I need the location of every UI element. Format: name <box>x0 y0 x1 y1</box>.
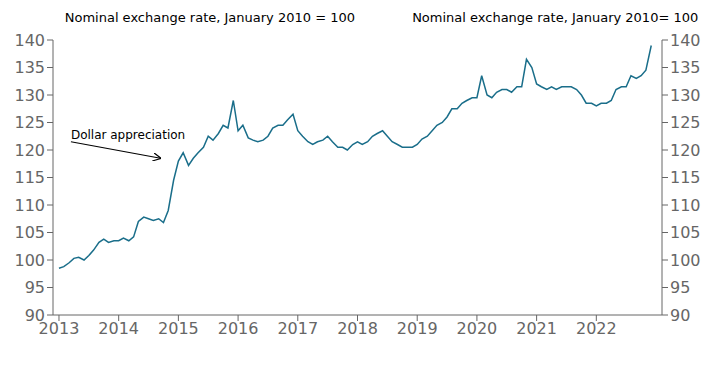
svg-text:100: 100 <box>14 251 45 270</box>
svg-text:115: 115 <box>14 168 45 187</box>
svg-text:115: 115 <box>670 168 701 187</box>
svg-text:90: 90 <box>670 306 690 325</box>
svg-text:105: 105 <box>670 223 701 242</box>
svg-text:120: 120 <box>670 141 701 160</box>
svg-text:110: 110 <box>14 196 45 215</box>
svg-text:2019: 2019 <box>397 319 438 338</box>
svg-text:2018: 2018 <box>337 319 378 338</box>
svg-text:105: 105 <box>14 223 45 242</box>
svg-text:135: 135 <box>670 58 701 77</box>
svg-text:135: 135 <box>14 58 45 77</box>
svg-text:130: 130 <box>670 86 701 105</box>
svg-text:125: 125 <box>14 113 45 132</box>
svg-text:2015: 2015 <box>158 319 199 338</box>
svg-text:90: 90 <box>25 306 45 325</box>
svg-text:Dollar appreciation: Dollar appreciation <box>71 128 185 142</box>
html-text:Nominal exchange rate, January: Nominal exchange rate, January 2010= 100 <box>412 10 699 25</box>
svg-text:2016: 2016 <box>218 319 259 338</box>
svg-text:95: 95 <box>670 278 690 297</box>
svg-text:125: 125 <box>670 113 701 132</box>
svg-text:2013: 2013 <box>38 319 80 339</box>
svg-text:2017: 2017 <box>277 319 318 338</box>
svg-text:2022: 2022 <box>576 319 617 338</box>
svg-text:2020: 2020 <box>457 319 498 338</box>
svg-text:120: 120 <box>14 141 45 160</box>
svg-text:2021: 2021 <box>516 319 557 338</box>
svg-text:2014: 2014 <box>98 319 139 338</box>
svg-text:110: 110 <box>670 196 701 215</box>
svg-text:140: 140 <box>14 31 45 50</box>
html-text:Nominal exchange rate, January: Nominal exchange rate, January 2010 = 10… <box>64 10 355 25</box>
svg-text:95: 95 <box>25 278 45 297</box>
svg-text:140: 140 <box>670 31 701 50</box>
svg-text:100: 100 <box>670 251 701 270</box>
svg-text:130: 130 <box>14 86 45 105</box>
